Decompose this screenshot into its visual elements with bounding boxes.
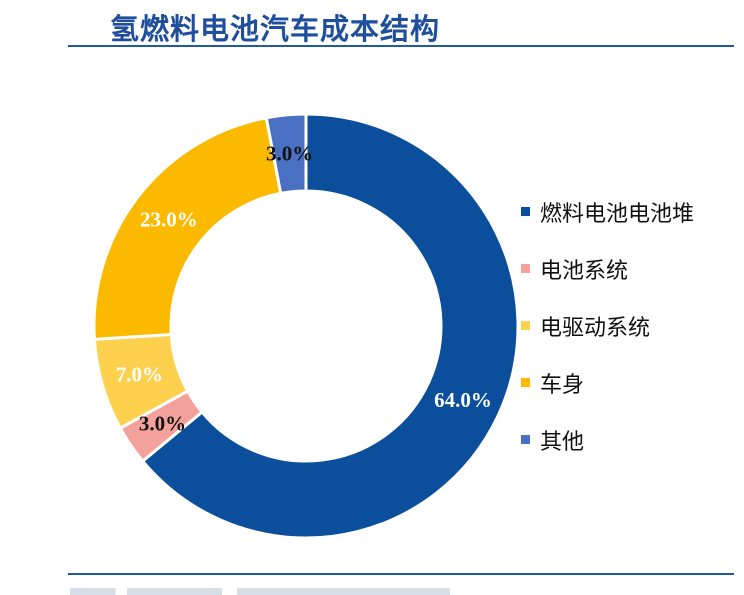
footer-divider	[68, 573, 734, 575]
title-divider	[68, 45, 734, 47]
legend-item-2: 电池系统	[521, 240, 694, 297]
donut-slice-1	[140, 112, 520, 540]
data-label-5: 3.0%	[266, 141, 313, 165]
data-label-4: 23.0%	[140, 208, 198, 232]
chart-legend: 燃料电池电池堆 电池系统电驱动系统车身其他	[521, 183, 694, 468]
data-label-1: 64.0%	[434, 388, 492, 412]
legend-item-4: 车身	[521, 354, 694, 411]
data-label-3: 7.0%	[116, 362, 163, 386]
legend-label-1: 燃料电池电池堆	[540, 201, 695, 227]
legend-swatch-5	[521, 435, 530, 444]
footer-source-text	[70, 588, 450, 595]
legend-item-1: 燃料电池电池堆	[521, 183, 694, 240]
legend-swatch-4	[521, 378, 530, 387]
legend-label-5: 其他	[540, 429, 585, 455]
legend-swatch-2	[521, 264, 530, 273]
legend-label-3: 电驱动系统	[540, 315, 651, 341]
donut-slice-4	[92, 115, 283, 341]
legend-item-5: 其他	[521, 411, 694, 468]
page-title: 氢燃料电池汽车成本结构	[110, 12, 441, 46]
legend-label-4: 车身	[540, 372, 585, 398]
donut-slice-5	[264, 112, 308, 196]
legend-label-2: 电池系统	[540, 258, 629, 284]
data-label-2: 3.0%	[139, 412, 186, 436]
legend-swatch-3	[521, 321, 530, 330]
legend-swatch-1	[521, 207, 530, 216]
legend-item-3: 电驱动系统	[521, 297, 694, 354]
